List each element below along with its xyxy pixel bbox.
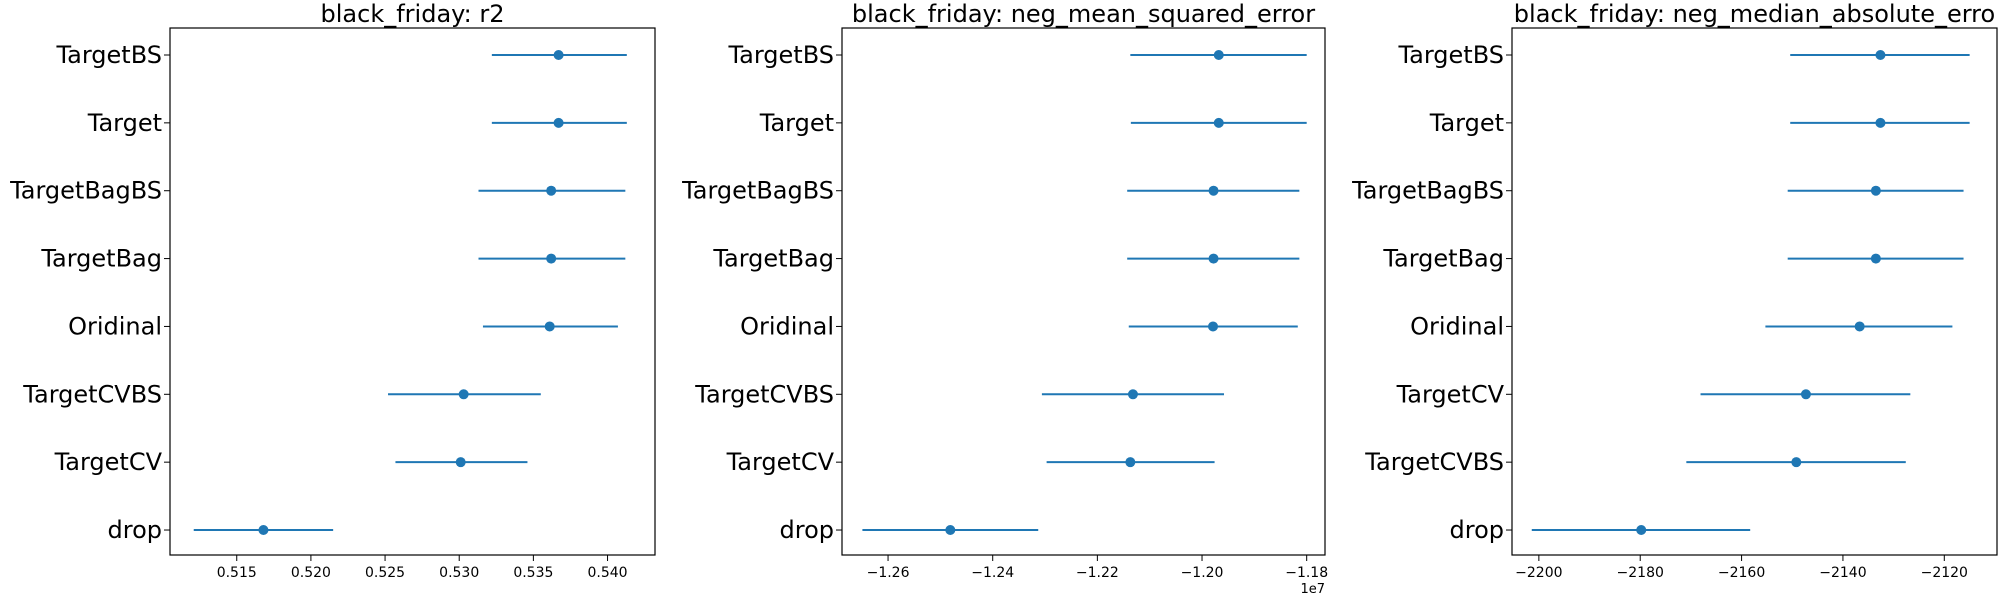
y-tick-label: TargetBS <box>55 41 162 69</box>
x-tick-label: 0.515 <box>217 565 257 581</box>
chart-title: black_friday: neg_median_absolute_erro <box>1514 0 1995 28</box>
chart-panel-neg-median-absolute-error: black_friday: neg_median_absolute_erro −2… <box>1351 0 1998 581</box>
mean-point-targetbag <box>1870 253 1881 264</box>
y-tick-label: TargetCVBS <box>1364 448 1504 476</box>
mean-point-targetbs <box>1213 50 1224 60</box>
mean-point-targetbagbs <box>546 185 557 196</box>
mean-point-targetbagbs <box>1870 185 1881 196</box>
x-tick-label: −1.18 <box>1285 565 1328 581</box>
y-tick-label: Target <box>1429 109 1504 137</box>
y-tick-label: TargetCV <box>726 448 835 476</box>
mean-point-targetcvbs <box>458 389 469 400</box>
y-tick-label: TargetBag <box>40 245 162 273</box>
x-tick-label: 0.535 <box>513 565 553 581</box>
chart-panel-neg-mean-squared-error: black_friday: neg_mean_squared_error −1.2… <box>681 0 1328 597</box>
y-tick-label: drop <box>780 516 835 544</box>
y-tick-label: drop <box>108 516 163 544</box>
mean-point-targetbag <box>1208 253 1219 264</box>
y-tick-label: TargetBS <box>1397 41 1504 69</box>
mean-point-drop <box>1636 525 1647 536</box>
mean-point-targetcv <box>1800 389 1811 400</box>
x-tick-label: −2160 <box>1718 565 1765 581</box>
mean-point-targetcv <box>1125 457 1136 468</box>
y-tick-label: TargetBag <box>712 245 834 273</box>
x-tick-label: −2140 <box>1819 565 1866 581</box>
y-tick-label: TargetBagBS <box>681 177 834 205</box>
x-tick-label: −1.26 <box>867 565 910 581</box>
x-tick-label: −2180 <box>1617 565 1664 581</box>
mean-point-targetbs <box>1875 50 1886 60</box>
axes-frame <box>1511 27 1998 556</box>
mean-point-targetbag <box>546 253 557 264</box>
y-tick-label: Oridinal <box>1410 312 1504 340</box>
y-tick-label: TargetCVBS <box>22 380 162 408</box>
x-tick-label: 0.530 <box>439 565 479 581</box>
y-tick-label: TargetBag <box>1382 245 1504 273</box>
y-tick-label: TargetCVBS <box>694 380 834 408</box>
chart-title: black_friday: neg_mean_squared_error <box>852 0 1315 28</box>
y-tick-label: TargetBagBS <box>9 177 162 205</box>
x-tick-label: −1.24 <box>971 565 1014 581</box>
mean-point-target <box>1875 117 1886 128</box>
y-tick-label: TargetBS <box>727 41 834 69</box>
mean-point-targetcvbs <box>1127 389 1138 400</box>
chart-title: black_friday: r2 <box>321 0 505 28</box>
y-tick-label: Target <box>87 109 162 137</box>
y-tick-label: Oridinal <box>740 312 834 340</box>
mean-point-targetbs <box>553 50 564 60</box>
mean-point-targetcvbs <box>1791 457 1802 468</box>
x-tick-label: −1.22 <box>1076 565 1119 581</box>
mean-point-oridinal <box>544 321 555 332</box>
y-tick-label: TargetCV <box>54 448 163 476</box>
axes-frame <box>169 27 656 556</box>
x-tick-label: 0.525 <box>365 565 405 581</box>
y-tick-label: Oridinal <box>68 312 162 340</box>
mean-point-targetbagbs <box>1208 185 1219 196</box>
x-tick-label: −2120 <box>1921 565 1968 581</box>
x-tick-label: −2200 <box>1515 565 1562 581</box>
y-tick-label: TargetCV <box>1396 380 1505 408</box>
y-tick-label: Target <box>759 109 834 137</box>
x-tick-label: 0.520 <box>291 565 331 581</box>
y-tick-label: drop <box>1450 516 1505 544</box>
mean-point-oridinal <box>1208 321 1219 332</box>
mean-point-oridinal <box>1854 321 1865 332</box>
mean-point-target <box>553 117 564 128</box>
chart-panel-r2: black_friday: r2 0.515 0.520 0.525 0.530 0.53… <box>9 0 656 581</box>
x-tick-label: −1.20 <box>1181 565 1224 581</box>
x-tick-label: 0.540 <box>587 565 627 581</box>
mean-point-target <box>1213 117 1224 128</box>
y-tick-label: TargetBagBS <box>1351 177 1504 205</box>
mean-point-drop <box>258 525 269 536</box>
mean-point-drop <box>945 525 956 536</box>
mean-point-targetcv <box>455 457 466 468</box>
axes-frame <box>841 27 1326 556</box>
x-axis-offset-label: 1e7 <box>1300 582 1325 597</box>
